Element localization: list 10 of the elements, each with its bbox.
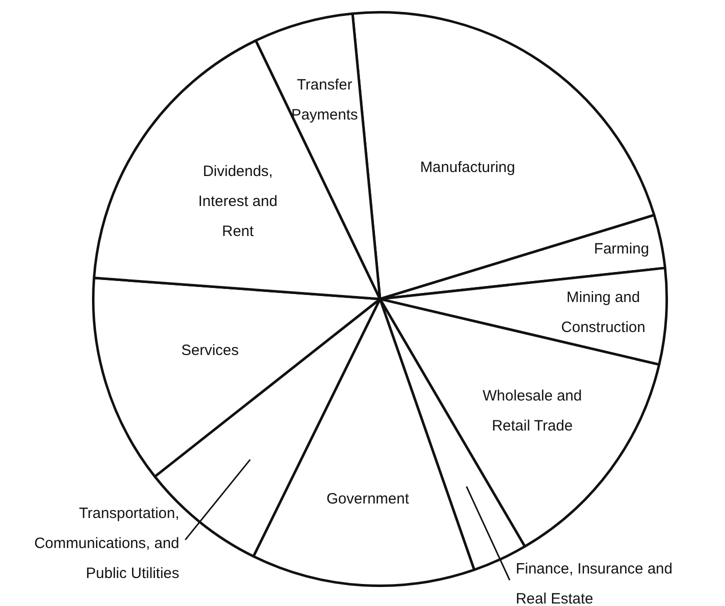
slice-label: Manufacturing [420,158,516,176]
slice-label: Transfer Payments [291,76,358,124]
slice-label: Government [326,490,410,508]
slice-label: Dividends, Interest and Rent [198,163,278,240]
slice-label: Mining and Construction [561,288,646,336]
slice-label: Services [181,342,239,360]
slice-label: Wholesale and Retail Trade [482,388,582,435]
slice-label: Transportation, Communications, and Public Utilities [34,504,180,582]
slice-label: Finance, Insurance and Real Estate [516,560,672,606]
slice-label: Farming [594,240,650,258]
